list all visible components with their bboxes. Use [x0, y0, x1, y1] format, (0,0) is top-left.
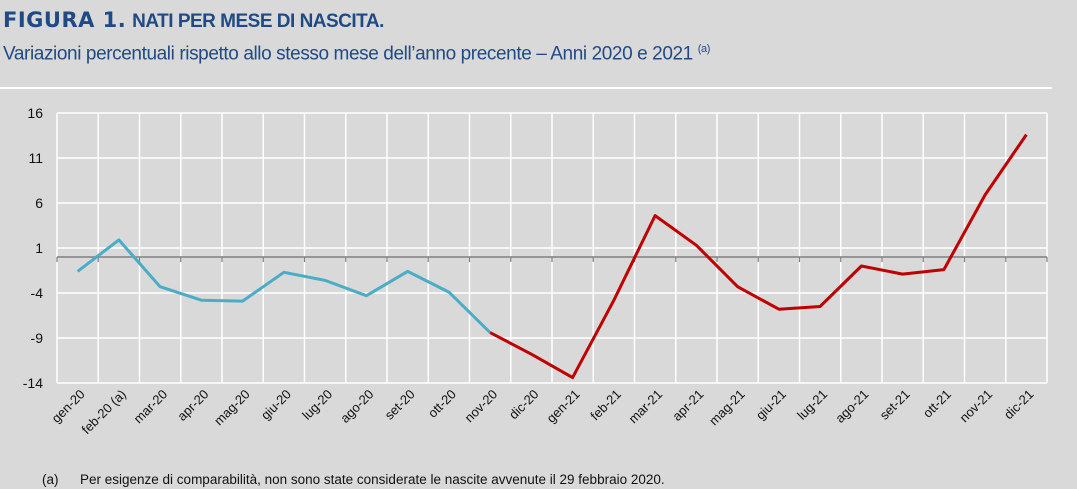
- footnote: (a) Per esigenze di comparabilità, non so…: [42, 472, 665, 487]
- chart-title: NATI PER MESE DI NASCITA.: [132, 11, 384, 32]
- y-axis: 16 11 6 1 -4 -9 -14: [23, 105, 43, 391]
- grid: [56, 112, 1048, 384]
- x-tick-label: mag-21: [706, 387, 748, 429]
- x-tick-label: feb-20 (a): [79, 387, 129, 437]
- footnote-label: (a): [42, 472, 59, 487]
- x-tick-label: mar-21: [626, 387, 666, 427]
- y-tick-label: 16: [27, 105, 43, 121]
- y-tick-label: 6: [35, 195, 43, 211]
- figure-label: FIGURA 1.: [3, 8, 127, 32]
- x-tick-label: set-21: [877, 387, 913, 423]
- subtitle-note: (a): [697, 43, 711, 55]
- subtitle-text: Variazioni percentuali rispetto allo ste…: [3, 43, 693, 65]
- x-tick-label: gen-20: [49, 387, 88, 426]
- x-tick-label: giu-20: [258, 387, 294, 423]
- x-tick-label: nov-21: [957, 387, 996, 426]
- x-tick-label: mag-20: [211, 387, 253, 429]
- x-tick-label: nov-20: [462, 387, 501, 426]
- x-axis: [56, 256, 1048, 262]
- x-tick-label: set-20: [382, 387, 418, 423]
- y-tick-label: -4: [31, 285, 44, 301]
- x-tick-label: mar-20: [131, 387, 171, 427]
- x-tick-label: apr-20: [174, 387, 211, 424]
- y-tick-label: 1: [35, 240, 43, 256]
- x-tick-label: lug-21: [794, 387, 830, 423]
- x-tick-label: ott-21: [920, 387, 954, 421]
- x-tick-label: ago-21: [832, 387, 871, 426]
- x-tick-label: feb-21: [587, 387, 624, 424]
- footnote-text: Per esigenze di comparabilità, non sono …: [80, 472, 665, 487]
- x-tick-label: giu-21: [753, 387, 789, 423]
- x-tick-label: ott-20: [425, 387, 459, 421]
- x-tick-label: apr-21: [669, 387, 706, 424]
- series-lines: [76, 133, 1028, 380]
- x-tick-label: lug-20: [299, 387, 335, 423]
- y-tick-label: 11: [28, 150, 43, 166]
- y-tick-label: -9: [31, 330, 44, 346]
- chart-subtitle: Variazioni percentuali rispetto allo ste…: [3, 43, 710, 65]
- x-tick-label: ago-20: [337, 387, 376, 426]
- x-tick-label: gen-21: [544, 387, 583, 426]
- series-line: [489, 133, 1028, 380]
- x-tick-label: dic-21: [1001, 387, 1037, 423]
- x-tick-label: dic-20: [506, 387, 542, 423]
- title-divider: [0, 87, 1052, 89]
- y-tick-label: -14: [23, 375, 43, 391]
- series-line: [76, 238, 492, 334]
- figure-title: FIGURA 1. NATI PER MESE DI NASCITA.: [3, 8, 384, 33]
